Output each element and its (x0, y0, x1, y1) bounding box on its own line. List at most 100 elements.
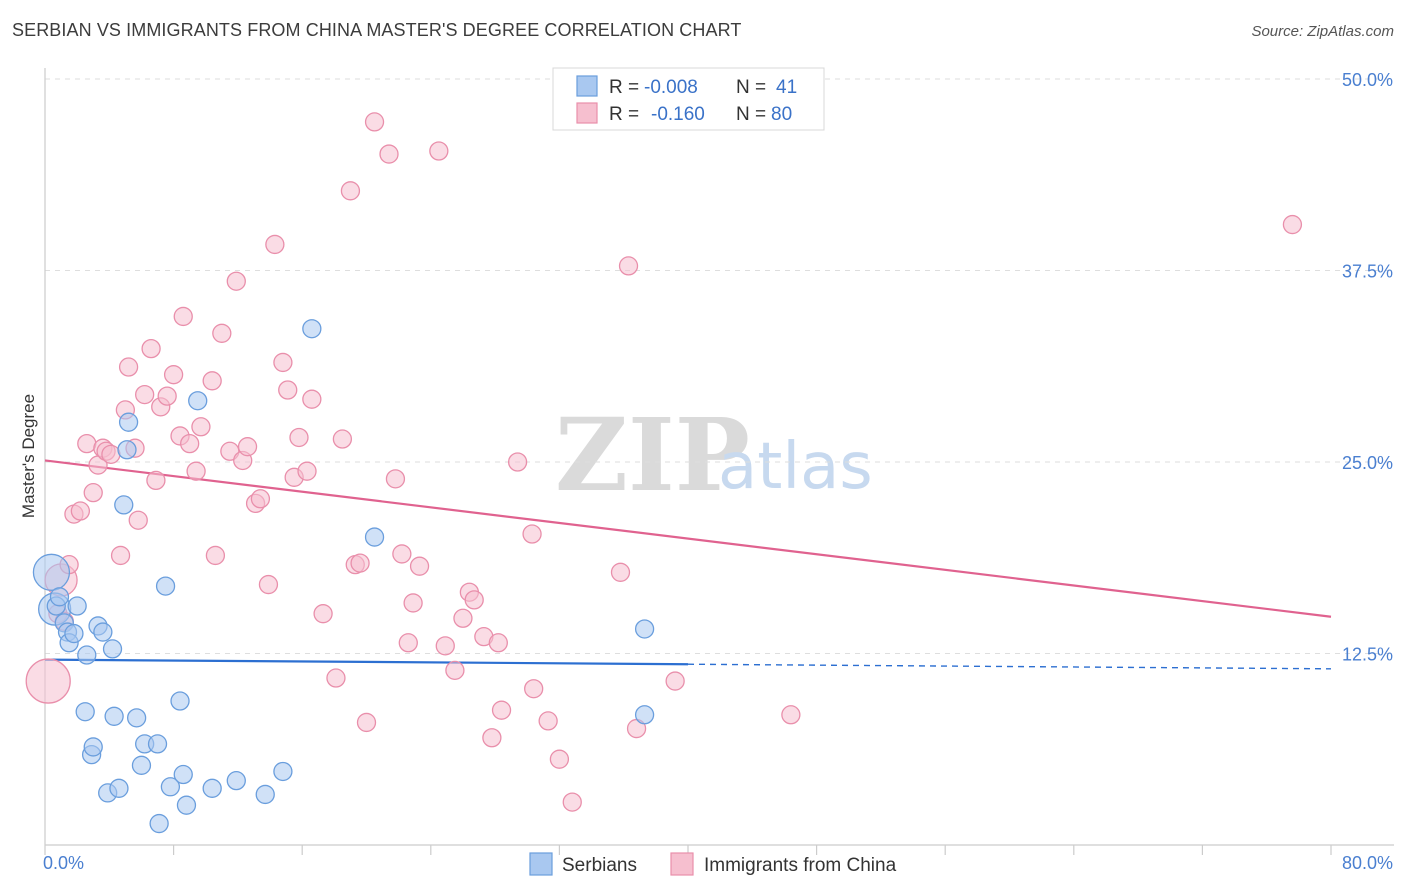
china-point-41 (278, 380, 298, 400)
china-point-29 (202, 371, 222, 391)
serbians-point-18 (109, 778, 129, 798)
china-point-49 (340, 181, 361, 201)
china-point-19 (141, 338, 161, 359)
series-immigrants-from-china (25, 112, 1303, 812)
china-point-43 (289, 427, 309, 448)
series-serbians (32, 319, 655, 834)
serbians-point-25 (147, 734, 168, 754)
serbians-point-34 (226, 771, 246, 791)
serbians-point-26 (149, 813, 169, 834)
china-point-25 (173, 306, 193, 327)
source-credit: Source: ZipAtlas.com (1251, 23, 1394, 40)
china-point-71 (522, 524, 542, 544)
china-point-17 (128, 510, 148, 530)
serbians-point-27 (155, 576, 176, 596)
chart-title: SERBIAN VS IMMIGRANTS FROM CHINA MASTER'… (12, 20, 742, 40)
china-point-52 (356, 712, 377, 733)
legend-swatch-pink (576, 102, 598, 124)
serbians-point-17 (104, 706, 124, 726)
china-point-58 (403, 593, 423, 613)
serbians-point-9 (77, 645, 97, 665)
china-point-15 (118, 357, 139, 377)
china-point-27 (186, 461, 206, 481)
china-point-53 (364, 112, 385, 132)
china-point-6 (70, 501, 91, 521)
bottom-legend-swatch-china (670, 852, 694, 876)
serbians-point-23 (131, 755, 152, 775)
china-point-8 (83, 482, 103, 503)
legend-r-label-blue: R = (609, 77, 639, 98)
serbians-point-35 (255, 784, 275, 805)
china-point-39 (265, 234, 285, 255)
china-point-18 (135, 384, 155, 405)
bottom-legend-swatch-serbians (529, 852, 553, 876)
series-legend: Serbians Immigrants from China (529, 852, 897, 876)
china-point-75 (562, 792, 582, 812)
china-point-63 (453, 608, 473, 628)
china-point-69 (491, 700, 512, 720)
stats-legend: R = -0.008 N = 41 R = -0.160 N = 80 (552, 67, 825, 131)
serbians-point-36 (273, 761, 293, 782)
serbians-point-39 (634, 619, 655, 639)
china-point-81 (1282, 214, 1303, 235)
china-point-7 (77, 433, 97, 454)
serbians-point-22 (126, 708, 147, 728)
china-point-45 (302, 389, 322, 409)
china-point-79 (665, 671, 685, 691)
legend-n-label-blue: N = (736, 77, 766, 98)
serbians-point-40 (634, 705, 655, 725)
trend-lines (44, 459, 1332, 670)
china-point-62 (445, 660, 465, 681)
china-point-67 (482, 728, 502, 748)
china-trend-line (44, 459, 1332, 618)
legend-r-label-pink: R = (609, 104, 639, 125)
china-point-37 (250, 489, 271, 509)
gridlines (45, 78, 1394, 654)
bottom-legend-label-china: Immigrants from China (704, 855, 897, 876)
y-tick-label-2: 37.5% (1342, 262, 1393, 282)
x-tick-label-max: 80.0% (1342, 853, 1393, 873)
china-point-56 (392, 544, 412, 564)
legend-r-value-pink: -0.160 (651, 104, 705, 125)
serbians-trend-line (44, 658, 689, 666)
china-point-26 (180, 433, 200, 454)
y-tick-label-3: 50.0% (1342, 70, 1393, 90)
serbians-trend-extension (687, 663, 1332, 670)
serbians-point-19 (114, 495, 134, 515)
china-point-61 (435, 636, 455, 656)
china-point-51 (350, 553, 370, 573)
china-point-44 (297, 461, 317, 481)
serbians-point-16 (102, 639, 123, 659)
serbians-point-38 (364, 527, 385, 547)
china-point-38 (258, 574, 279, 595)
legend-r-value-blue: -0.008 (644, 77, 698, 98)
china-point-0 (25, 658, 71, 704)
serbians-point-14 (93, 622, 113, 642)
china-point-20 (146, 470, 166, 491)
serbians-point-3 (49, 587, 70, 607)
serbians-point-7 (64, 623, 84, 644)
china-point-57 (398, 633, 418, 653)
y-tick-labels: 12.5% 25.0% 37.5% 50.0% (1342, 70, 1393, 665)
serbians-point-8 (67, 596, 87, 616)
watermark-atlas: atlas (718, 430, 873, 504)
china-point-59 (409, 556, 430, 576)
legend-swatch-blue (576, 75, 598, 97)
china-point-72 (524, 679, 544, 699)
serbians-point-29 (170, 691, 190, 711)
china-point-76 (610, 562, 631, 582)
china-point-23 (163, 365, 184, 385)
serbians-point-10 (75, 702, 95, 722)
legend-n-value-blue: 41 (776, 77, 797, 98)
china-point-30 (205, 545, 226, 566)
china-point-46 (313, 604, 333, 624)
china-point-31 (212, 323, 232, 343)
legend-n-label-pink: N = (736, 104, 766, 125)
serbians-point-0 (32, 553, 71, 591)
axes (44, 68, 1394, 855)
china-point-22 (157, 386, 177, 406)
serbians-point-33 (202, 778, 222, 798)
serbians-point-12 (83, 737, 103, 757)
serbians-point-31 (176, 795, 197, 815)
